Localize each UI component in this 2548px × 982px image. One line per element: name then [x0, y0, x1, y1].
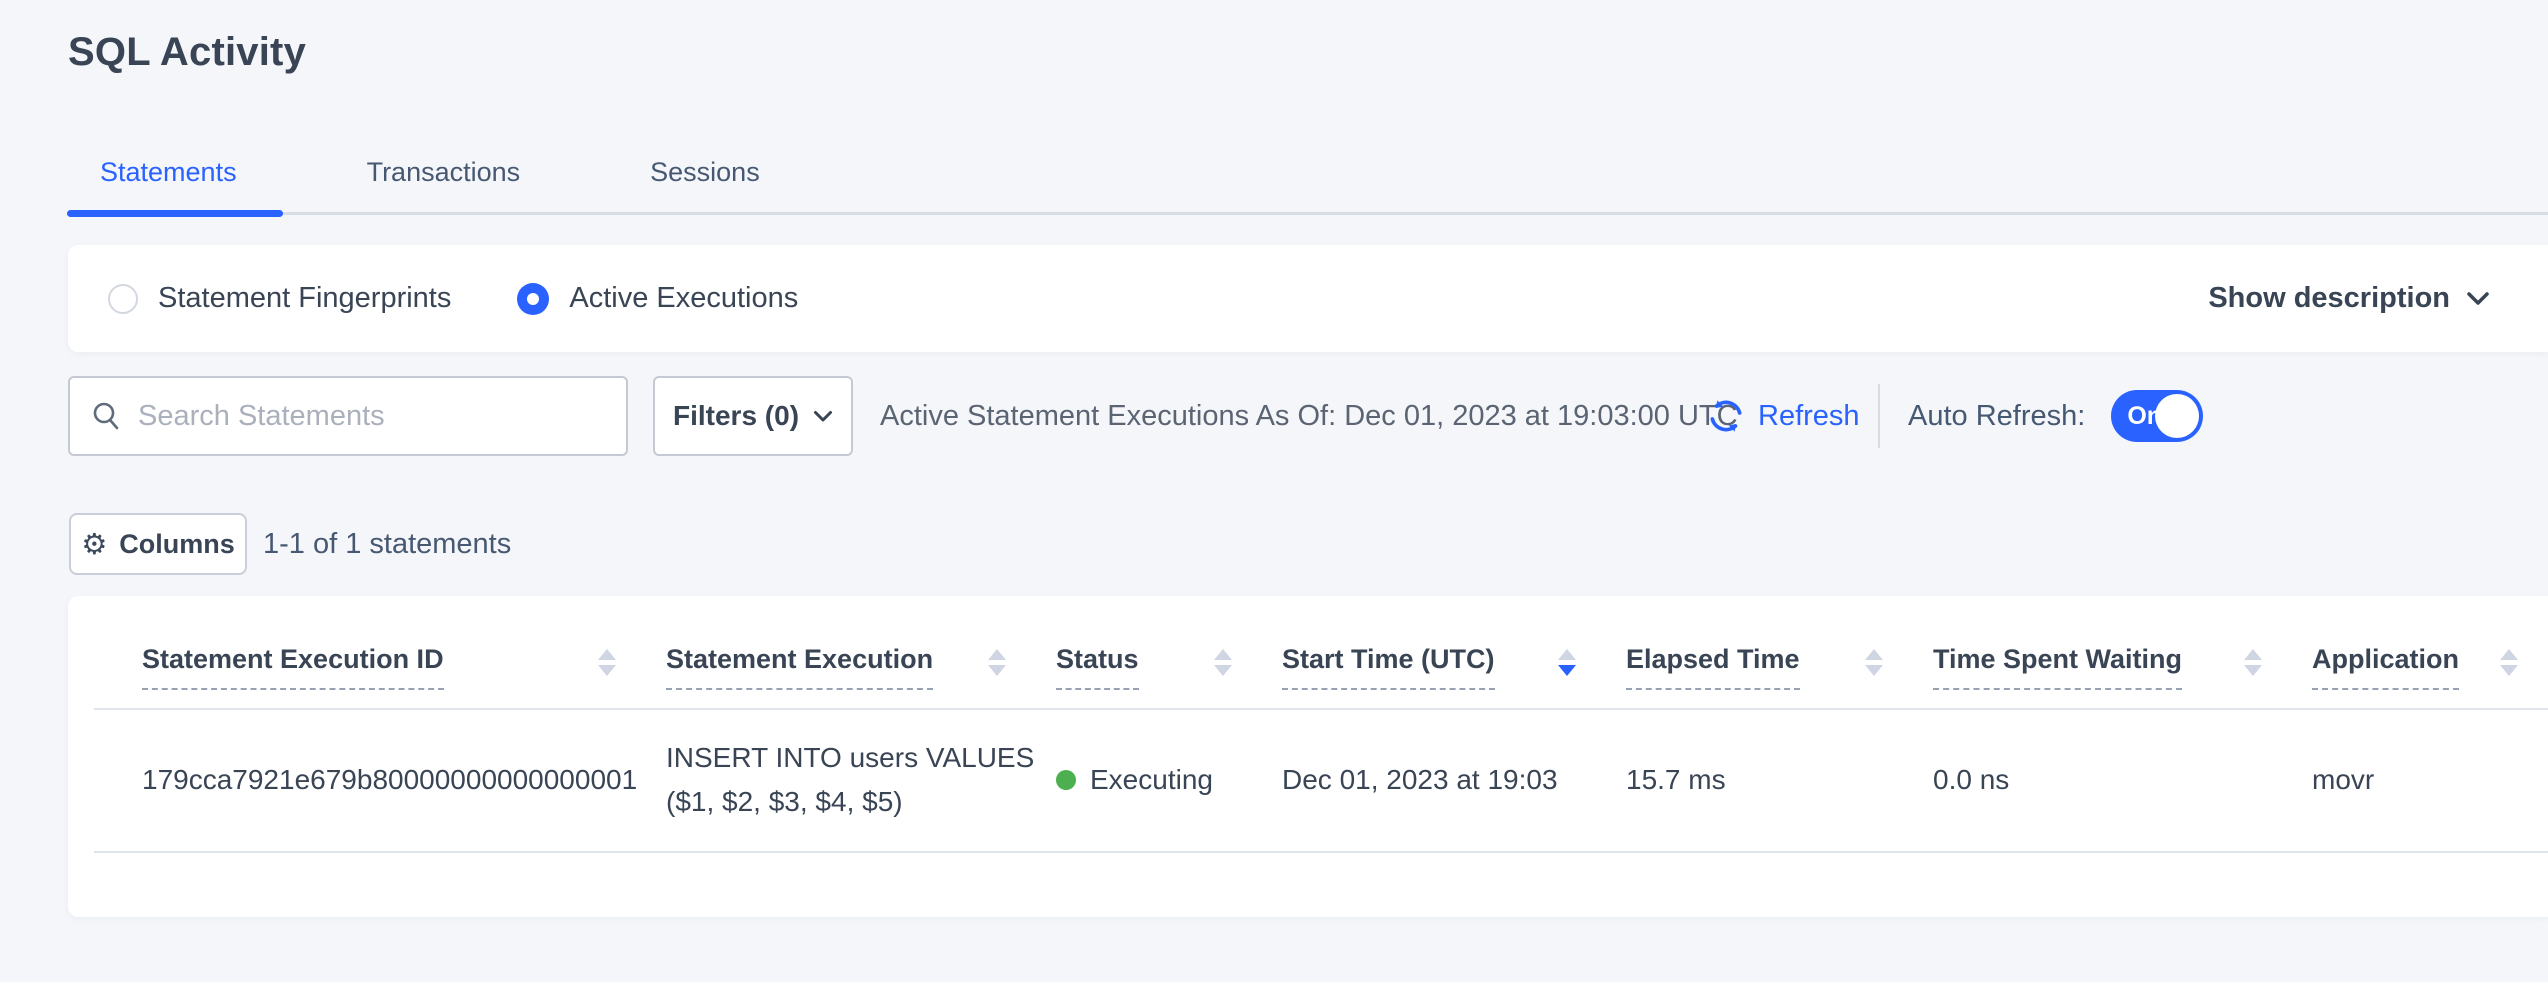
search-box[interactable] [68, 376, 628, 456]
as-of-timestamp-text: Active Statement Executions As Of: Dec 0… [880, 399, 1738, 432]
sort-arrows-icon[interactable] [1865, 648, 1883, 676]
tab-transactions[interactable]: Transactions [366, 157, 521, 187]
filters-button[interactable]: Filters (0) [653, 376, 853, 456]
sql-activity-tabs: Statements Transactions Sessions [67, 140, 2548, 204]
show-description-label: Show description [2208, 282, 2450, 314]
sort-arrows-icon[interactable] [1214, 648, 1232, 676]
view-mode-radio-group: Statement Fingerprints Active Executions [108, 282, 798, 315]
page-title: SQL Activity [68, 30, 307, 74]
columns-button[interactable]: ⚙ Columns [69, 513, 247, 575]
search-icon [93, 402, 119, 430]
cell-application: movr [2312, 763, 2375, 795]
radio-label: Statement Fingerprints [158, 282, 452, 314]
chevron-down-icon [2467, 292, 2489, 305]
sort-arrows-icon[interactable] [988, 648, 1006, 676]
auto-refresh-control: Auto Refresh: On [1908, 376, 2204, 456]
column-header-label[interactable]: Time Spent Waiting [1933, 644, 2183, 690]
cell-status: Executing [1056, 764, 1282, 796]
refresh-label: Refresh [1758, 399, 1860, 432]
toolbar-divider [1878, 384, 1880, 448]
columns-button-label: Columns [119, 528, 235, 559]
column-header-label[interactable]: Statement Execution ID [142, 644, 444, 690]
statement-text-line-2: ($1, $2, $3, $4, $5) [666, 785, 903, 817]
radio-circle-icon[interactable] [108, 283, 138, 314]
view-mode-card: Statement Fingerprints Active Executions… [68, 245, 2548, 352]
column-header-label[interactable]: Start Time (UTC) [1282, 644, 1495, 690]
column-header-label[interactable]: Status [1056, 644, 1139, 690]
search-input[interactable] [138, 399, 606, 433]
cell-elapsed-time: 15.7 ms [1626, 763, 1726, 795]
sort-arrows-icon[interactable] [2500, 648, 2518, 676]
statements-toolbar: Filters (0) Active Statement Executions … [0, 376, 2548, 456]
tab-sessions[interactable]: Sessions [650, 157, 760, 187]
active-tab-indicator [67, 210, 283, 217]
gear-icon: ⚙ [81, 526, 108, 561]
column-header-elapsed-time[interactable]: Elapsed Time [1626, 644, 1933, 690]
statement-text-line-1: INSERT INTO users VALUES [666, 741, 1035, 773]
cell-start-time: Dec 01, 2023 at 19:03 [1282, 763, 1558, 795]
toggle-knob[interactable] [2155, 394, 2200, 438]
column-header-statement-execution-id[interactable]: Statement Execution ID [142, 644, 666, 690]
show-description-toggle[interactable]: Show description [2208, 245, 2490, 352]
radio-active-executions[interactable]: Active Executions [517, 282, 798, 315]
column-header-application[interactable]: Application [2312, 644, 2548, 690]
cell-time-spent-waiting: 0.0 ns [1933, 763, 2010, 795]
column-header-label[interactable]: Elapsed Time [1626, 644, 1800, 690]
cell-statement-execution[interactable]: INSERT INTO users VALUES ($1, $2, $3, $4… [666, 736, 1056, 824]
sort-arrows-icon[interactable] [598, 648, 616, 676]
result-count-text: 1-1 of 1 statements [263, 527, 512, 560]
auto-refresh-toggle[interactable]: On [2111, 390, 2204, 442]
column-header-statement-execution[interactable]: Statement Execution [666, 644, 1056, 690]
table-header-row: Statement Execution ID Statement Executi… [94, 596, 2548, 710]
column-header-label[interactable]: Statement Execution [666, 644, 934, 690]
radio-circle-icon[interactable] [517, 282, 550, 315]
table-row[interactable]: 179cca7921e679b80000000000000001 INSERT … [94, 710, 2548, 853]
tab-statements[interactable]: Statements [100, 157, 237, 187]
sort-arrows-icon[interactable] [1558, 648, 1576, 676]
statements-table-card: Statement Execution ID Statement Executi… [68, 596, 2548, 917]
column-header-label[interactable]: Application [2312, 644, 2459, 690]
filters-button-label: Filters (0) [672, 400, 800, 431]
column-header-start-time[interactable]: Start Time (UTC) [1282, 644, 1626, 690]
status-executing-dot-icon [1056, 769, 1076, 790]
table-controls-row: ⚙ Columns 1-1 of 1 statements [0, 513, 2548, 575]
refresh-button[interactable]: Refresh [1706, 376, 1860, 456]
refresh-icon [1710, 400, 1742, 432]
chevron-down-icon [814, 410, 833, 421]
auto-refresh-label: Auto Refresh: [1908, 399, 2086, 432]
radio-label: Active Executions [569, 282, 799, 314]
column-header-time-spent-waiting[interactable]: Time Spent Waiting [1933, 644, 2312, 690]
tab-bottom-line [67, 212, 2548, 215]
status-label: Executing [1090, 763, 1213, 795]
column-header-status[interactable]: Status [1056, 644, 1282, 690]
sort-arrows-icon[interactable] [2244, 648, 2262, 676]
cell-statement-execution-id: 179cca7921e679b80000000000000001 [142, 763, 638, 795]
radio-statement-fingerprints[interactable]: Statement Fingerprints [108, 282, 451, 315]
